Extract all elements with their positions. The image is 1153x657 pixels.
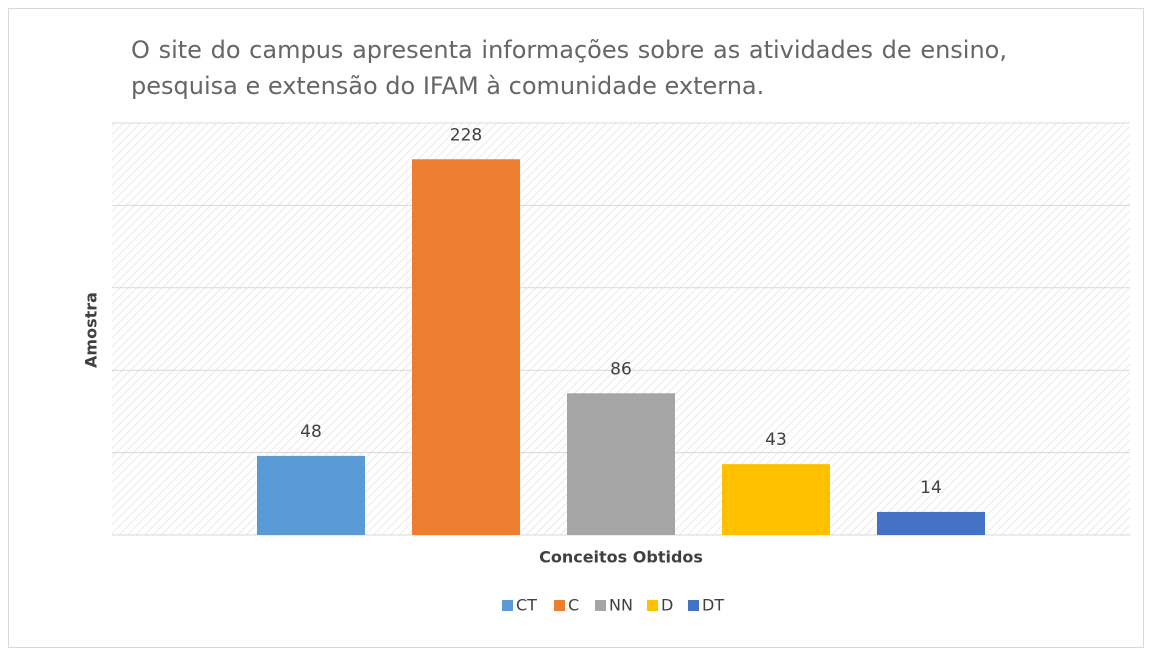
- data-label: 228: [450, 125, 482, 145]
- bar: [567, 393, 675, 535]
- legend-label: NN: [609, 596, 633, 615]
- legend-label: DT: [702, 596, 724, 615]
- legend-label: CT: [516, 596, 537, 615]
- legend-swatch: [647, 600, 658, 611]
- data-label: 14: [920, 478, 942, 498]
- legend-swatch: [554, 600, 565, 611]
- data-label: 86: [610, 359, 632, 379]
- y-axis-label: Amostra: [82, 292, 101, 368]
- legend-label: C: [568, 596, 579, 615]
- bar: [722, 464, 830, 535]
- legend-swatch: [595, 600, 606, 611]
- data-label: 48: [300, 422, 322, 442]
- legend-swatch: [688, 600, 699, 611]
- legend-swatch: [502, 600, 513, 611]
- chart-title: O site do campus apresenta informações s…: [131, 36, 1007, 100]
- bar: [412, 159, 520, 536]
- legend-label: D: [661, 596, 673, 615]
- bar: [257, 455, 365, 535]
- bar: [877, 511, 985, 535]
- chart-frame: [8, 8, 1144, 648]
- data-label: 43: [765, 430, 787, 450]
- x-axis-label: Conceitos Obtidos: [539, 548, 703, 567]
